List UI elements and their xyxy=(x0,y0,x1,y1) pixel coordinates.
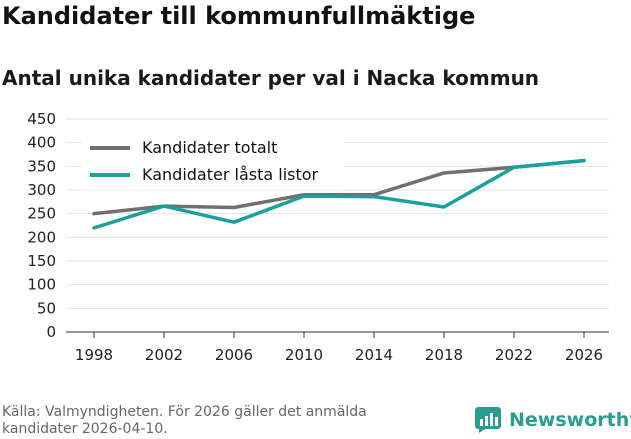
x-tick-label: 2026 xyxy=(565,346,603,364)
y-tick-label: 50 xyxy=(37,299,56,317)
x-tick-label: 2002 xyxy=(145,346,183,364)
y-tick-label: 0 xyxy=(46,323,56,341)
x-tick-label: 2018 xyxy=(425,346,463,364)
legend-label: Kandidater låsta listor xyxy=(142,165,319,184)
newsworthy-logo-icon xyxy=(475,407,501,433)
y-tick-label: 200 xyxy=(27,228,56,246)
legend: Kandidater totalt Kandidater låsta listor xyxy=(82,132,344,190)
x-tick-label: 2010 xyxy=(285,346,323,364)
chart-subtitle: Antal unika kandidater per val i Nacka k… xyxy=(2,66,540,90)
y-tick-label: 250 xyxy=(27,205,56,223)
x-tick-label: 2006 xyxy=(215,346,253,364)
legend-label: Kandidater totalt xyxy=(142,138,277,157)
y-tick-label: 400 xyxy=(27,134,56,152)
y-tick-label: 100 xyxy=(27,276,56,294)
x-tick-label: 1998 xyxy=(75,346,113,364)
y-tick-label: 300 xyxy=(27,181,56,199)
brand-name: Newsworthy xyxy=(509,409,631,431)
x-tick-label: 2014 xyxy=(355,346,393,364)
line-chart: 0 50 100 150 200 250 300 350 400 450 1998 2002 2006 2… xyxy=(27,110,609,364)
chart-title: Kandidater till kommunfullmäktige xyxy=(2,2,476,30)
series-line-kandidater-lasta-listor xyxy=(92,158,586,230)
x-tick-label: 2022 xyxy=(495,346,533,364)
brand-logo[interactable]: Newsworthy xyxy=(475,407,631,433)
y-tick-label: 350 xyxy=(27,157,56,175)
axis-layer: 0 50 100 150 200 250 300 350 400 450 1998 2002 2006 2… xyxy=(27,110,609,364)
y-tick-label: 450 xyxy=(27,110,56,128)
source-note: Källa: Valmyndigheten. För 2026 gäller d… xyxy=(2,404,367,437)
series-layer xyxy=(92,158,586,230)
legend-background xyxy=(82,132,344,190)
y-tick-label: 150 xyxy=(27,252,56,270)
